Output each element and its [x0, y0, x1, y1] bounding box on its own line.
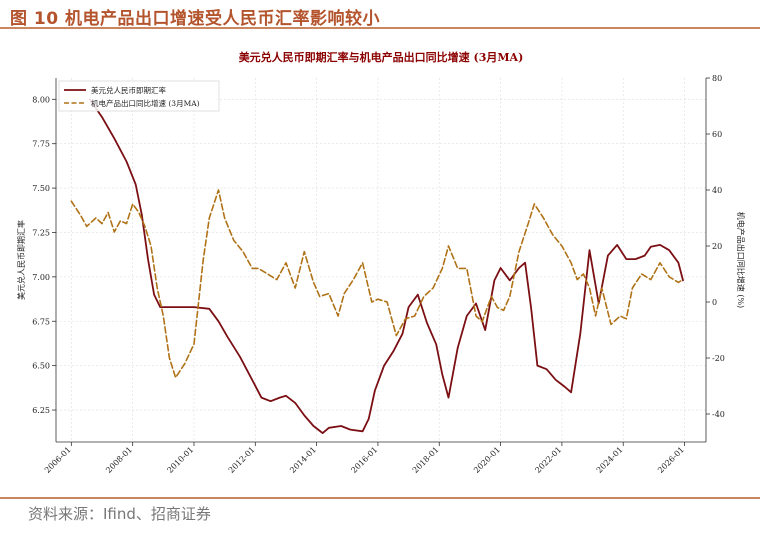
x-tick-label: 2020-01	[472, 445, 502, 475]
x-tick-label: 2010-01	[166, 445, 196, 475]
right-y-tick-label: 40	[712, 186, 722, 195]
left-y-tick-label: 7.00	[32, 273, 50, 282]
series-line-export	[70, 189, 684, 379]
x-tick-label: 2018-01	[411, 445, 441, 475]
figure-title: 图 10 机电产品出口增速受人民币汇率影响较小	[10, 9, 380, 29]
series-line-fx	[88, 98, 684, 434]
right-y-axis-label: 机电产品出口同比增速 (%)	[736, 212, 746, 308]
bottom-divider	[0, 497, 760, 499]
x-tick-label: 2006-01	[43, 445, 73, 475]
legend: 美元兑人民币即期汇率 机电产品出口同比增速 (3月MA)	[58, 80, 220, 112]
x-tick-label: 2026-01	[656, 445, 686, 475]
x-tick-label: 2022-01	[533, 445, 563, 475]
left-y-tick-label: 7.25	[32, 228, 50, 237]
axes	[55, 78, 707, 443]
right-y-tick-label: 60	[712, 130, 722, 139]
left-y-tick-label: 6.50	[32, 362, 50, 371]
right-y-tick-label: 0	[712, 298, 717, 307]
x-tick-label: 2008-01	[104, 445, 134, 475]
left-y-axis-label: 美元兑人民币即期汇率	[16, 220, 26, 300]
left-y-tick-label: 6.25	[32, 406, 50, 415]
legend-box	[58, 80, 220, 112]
x-tick-label: 2012-01	[227, 445, 257, 475]
source-note: 资料来源：Ifind、招商证券	[28, 505, 211, 523]
x-tick-label: 2014-01	[288, 445, 318, 475]
right-y-tick-label: 80	[712, 74, 722, 83]
legend-label-export: 机电产品出口同比增速 (3月MA)	[91, 98, 200, 108]
series-layer	[70, 98, 684, 434]
right-y-tick-label: -40	[712, 410, 725, 419]
chart: 美元兑人民币即期汇率与机电产品出口同比增速 (3月MA) 2006-01 2008…	[16, 50, 746, 475]
left-y-tick-label: 7.75	[32, 140, 50, 149]
chart-title: 美元兑人民币即期汇率与机电产品出口同比增速 (3月MA)	[239, 50, 524, 64]
x-axis-ticks: 2006-01 2008-01 2010-01 2012-01 2014-01 2016-…	[43, 442, 686, 475]
left-y-tick-label: 7.50	[32, 184, 50, 193]
left-y-axis-ticks: 6.25 6.50 6.75 7.00 7.25 7.50 7.75 8.00	[32, 95, 56, 415]
right-y-axis-ticks: -40 -20 0 20 40 60 80	[706, 74, 725, 419]
left-y-tick-label: 8.00	[32, 95, 50, 104]
legend-label-fx: 美元兑人民币即期汇率	[91, 85, 166, 95]
right-y-tick-label: -20	[712, 354, 725, 363]
left-y-tick-label: 6.75	[32, 317, 50, 326]
top-divider	[0, 27, 760, 29]
x-tick-label: 2016-01	[349, 445, 379, 475]
grid	[56, 78, 706, 442]
x-tick-label: 2024-01	[595, 445, 625, 475]
right-y-tick-label: 20	[712, 242, 722, 251]
